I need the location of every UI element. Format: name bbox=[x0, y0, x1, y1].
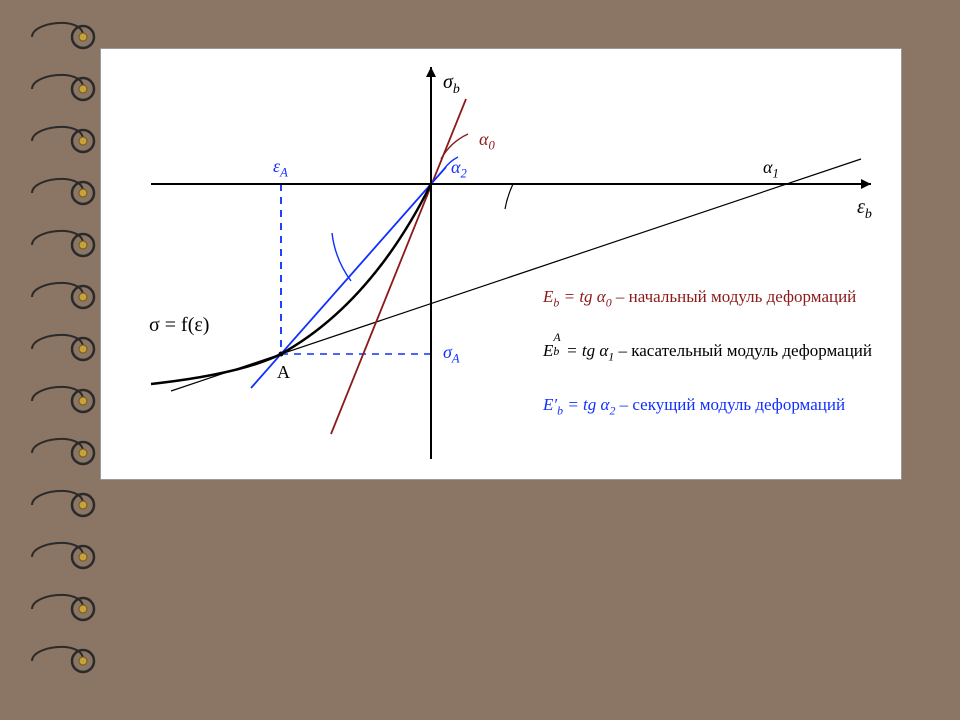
legend-row: Eb = tg α0 – начальный модуль деформаций bbox=[543, 287, 856, 310]
point-a-label: A bbox=[277, 362, 290, 383]
spiral-ring bbox=[28, 644, 98, 678]
spiral-ring bbox=[28, 540, 98, 574]
diagram-card: σb εb εA σA α0 α1 α2 σ = f(ε) A Eb = tg … bbox=[100, 48, 902, 480]
legend-row: E′b = tg α2 – секущий модуль деформаций bbox=[543, 395, 845, 418]
spiral-ring bbox=[28, 592, 98, 626]
spiral-ring bbox=[28, 488, 98, 522]
alpha0-label: α0 bbox=[479, 129, 495, 154]
spiral-ring bbox=[28, 20, 98, 54]
spiral-ring bbox=[28, 176, 98, 210]
x-axis-label: εb bbox=[857, 196, 872, 223]
spiral-ring bbox=[28, 280, 98, 314]
spiral-ring bbox=[28, 332, 98, 366]
epsilon-a-label: εA bbox=[273, 156, 288, 181]
y-axis-label: σb bbox=[443, 71, 460, 98]
sigma-a-label: σA bbox=[443, 342, 460, 367]
spiral-ring bbox=[28, 436, 98, 470]
alpha2-label: α2 bbox=[451, 157, 467, 182]
curve-equation-label: σ = f(ε) bbox=[149, 314, 209, 337]
legend-row: EAb = tg α1 – касательный модуль деформа… bbox=[543, 341, 872, 364]
alpha1-label: α1 bbox=[763, 157, 779, 182]
spiral-ring bbox=[28, 228, 98, 262]
spiral-ring bbox=[28, 384, 98, 418]
spiral-ring bbox=[28, 124, 98, 158]
spiral-ring bbox=[28, 72, 98, 106]
